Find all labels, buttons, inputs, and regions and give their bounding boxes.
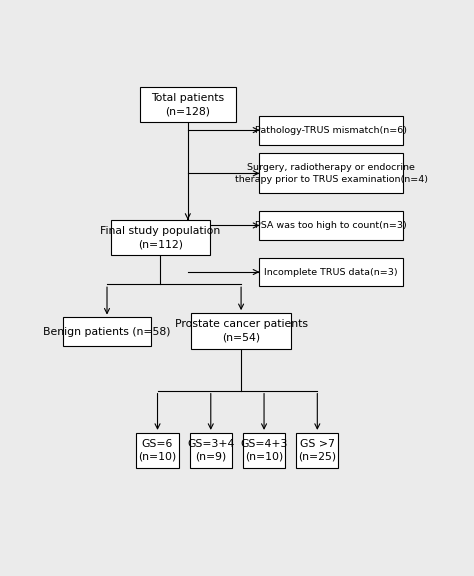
Text: Pathology-TRUS mismatch(n=6): Pathology-TRUS mismatch(n=6)	[255, 126, 407, 135]
FancyBboxPatch shape	[243, 433, 285, 468]
FancyBboxPatch shape	[140, 87, 236, 122]
Text: GS >7
(n=25): GS >7 (n=25)	[298, 439, 337, 462]
FancyBboxPatch shape	[296, 433, 338, 468]
FancyBboxPatch shape	[190, 433, 232, 468]
FancyBboxPatch shape	[63, 317, 151, 346]
FancyBboxPatch shape	[259, 153, 403, 194]
Text: GS=4+3
(n=10): GS=4+3 (n=10)	[240, 439, 288, 462]
Text: Final study population
(n=112): Final study population (n=112)	[100, 226, 220, 249]
Text: GS=3+4
(n=9): GS=3+4 (n=9)	[187, 439, 235, 462]
Text: Incomplete TRUS data(n=3): Incomplete TRUS data(n=3)	[264, 267, 398, 276]
FancyBboxPatch shape	[110, 220, 210, 255]
Text: GS=6
(n=10): GS=6 (n=10)	[138, 439, 177, 462]
Text: Benign patients (n=58): Benign patients (n=58)	[43, 327, 171, 337]
FancyBboxPatch shape	[137, 433, 179, 468]
Text: Prostate cancer patients
(n=54): Prostate cancer patients (n=54)	[174, 320, 308, 342]
Text: Total patients
(n=128): Total patients (n=128)	[151, 93, 224, 116]
FancyBboxPatch shape	[259, 211, 403, 240]
FancyBboxPatch shape	[259, 116, 403, 145]
Text: PSA was too high to count(n=3): PSA was too high to count(n=3)	[255, 221, 407, 230]
FancyBboxPatch shape	[191, 313, 291, 348]
Text: Surgery, radiotherapy or endocrine
therapy prior to TRUS examination(n=4): Surgery, radiotherapy or endocrine thera…	[235, 163, 428, 184]
FancyBboxPatch shape	[259, 257, 403, 286]
